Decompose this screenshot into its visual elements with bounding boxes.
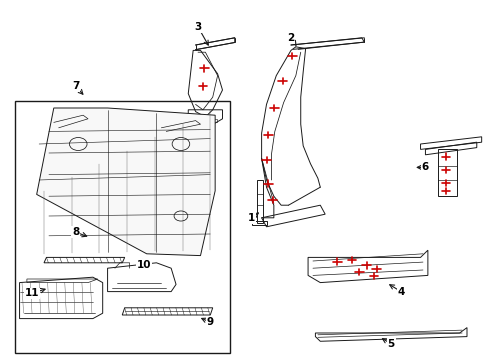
Text: 11: 11: [24, 288, 39, 298]
Text: 6: 6: [421, 162, 428, 172]
Polygon shape: [37, 108, 215, 256]
Text: 9: 9: [206, 317, 213, 327]
Text: 5: 5: [387, 339, 394, 349]
Text: 10: 10: [137, 260, 151, 270]
Text: 7: 7: [72, 81, 80, 91]
Text: 3: 3: [194, 22, 201, 32]
Bar: [15, 101, 229, 353]
Text: 2: 2: [287, 33, 294, 43]
Text: 1: 1: [248, 213, 255, 223]
Text: 4: 4: [396, 287, 404, 297]
Text: 8: 8: [72, 227, 79, 237]
